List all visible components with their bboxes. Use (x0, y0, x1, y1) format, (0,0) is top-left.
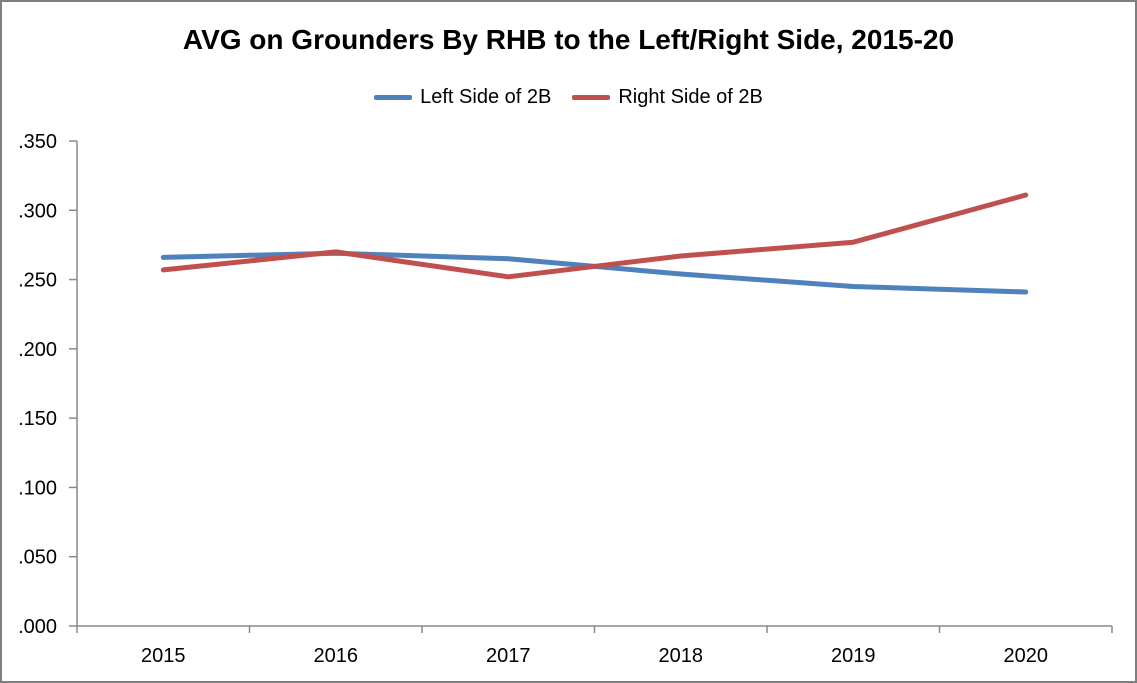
x-tick-label: 2020 (1004, 645, 1049, 667)
y-tick-label: .100 (18, 477, 57, 499)
x-tick-label: 2018 (659, 645, 704, 667)
legend-item-left-side: Left Side of 2B (374, 86, 551, 109)
y-tick-label: .200 (18, 339, 57, 361)
y-tick-label: .250 (18, 270, 57, 292)
legend-item-right-side: Right Side of 2B (572, 86, 763, 109)
y-tick-label: .000 (18, 616, 57, 638)
legend-label-right-side: Right Side of 2B (618, 86, 763, 108)
legend-swatch-1 (572, 95, 611, 100)
x-tick-label: 2016 (314, 645, 359, 667)
y-tick-label: .300 (18, 200, 57, 222)
series-line-1 (160, 192, 1029, 280)
chart-title: AVG on Grounders By RHB to the Left/Righ… (182, 24, 955, 55)
y-tick-label: .050 (18, 547, 57, 569)
y-tick-label: .150 (18, 408, 57, 430)
x-tick-label: 2017 (486, 645, 531, 667)
x-tick-label: 2019 (831, 645, 876, 667)
legend: Left Side of 2B Right Side of 2B (2, 86, 1135, 109)
x-tick-label: 2015 (141, 645, 186, 667)
y-tick-label: .350 (18, 131, 57, 153)
series-line-0 (160, 250, 1029, 295)
legend-label-left-side: Left Side of 2B (420, 86, 552, 108)
legend-swatch-0 (374, 95, 413, 100)
